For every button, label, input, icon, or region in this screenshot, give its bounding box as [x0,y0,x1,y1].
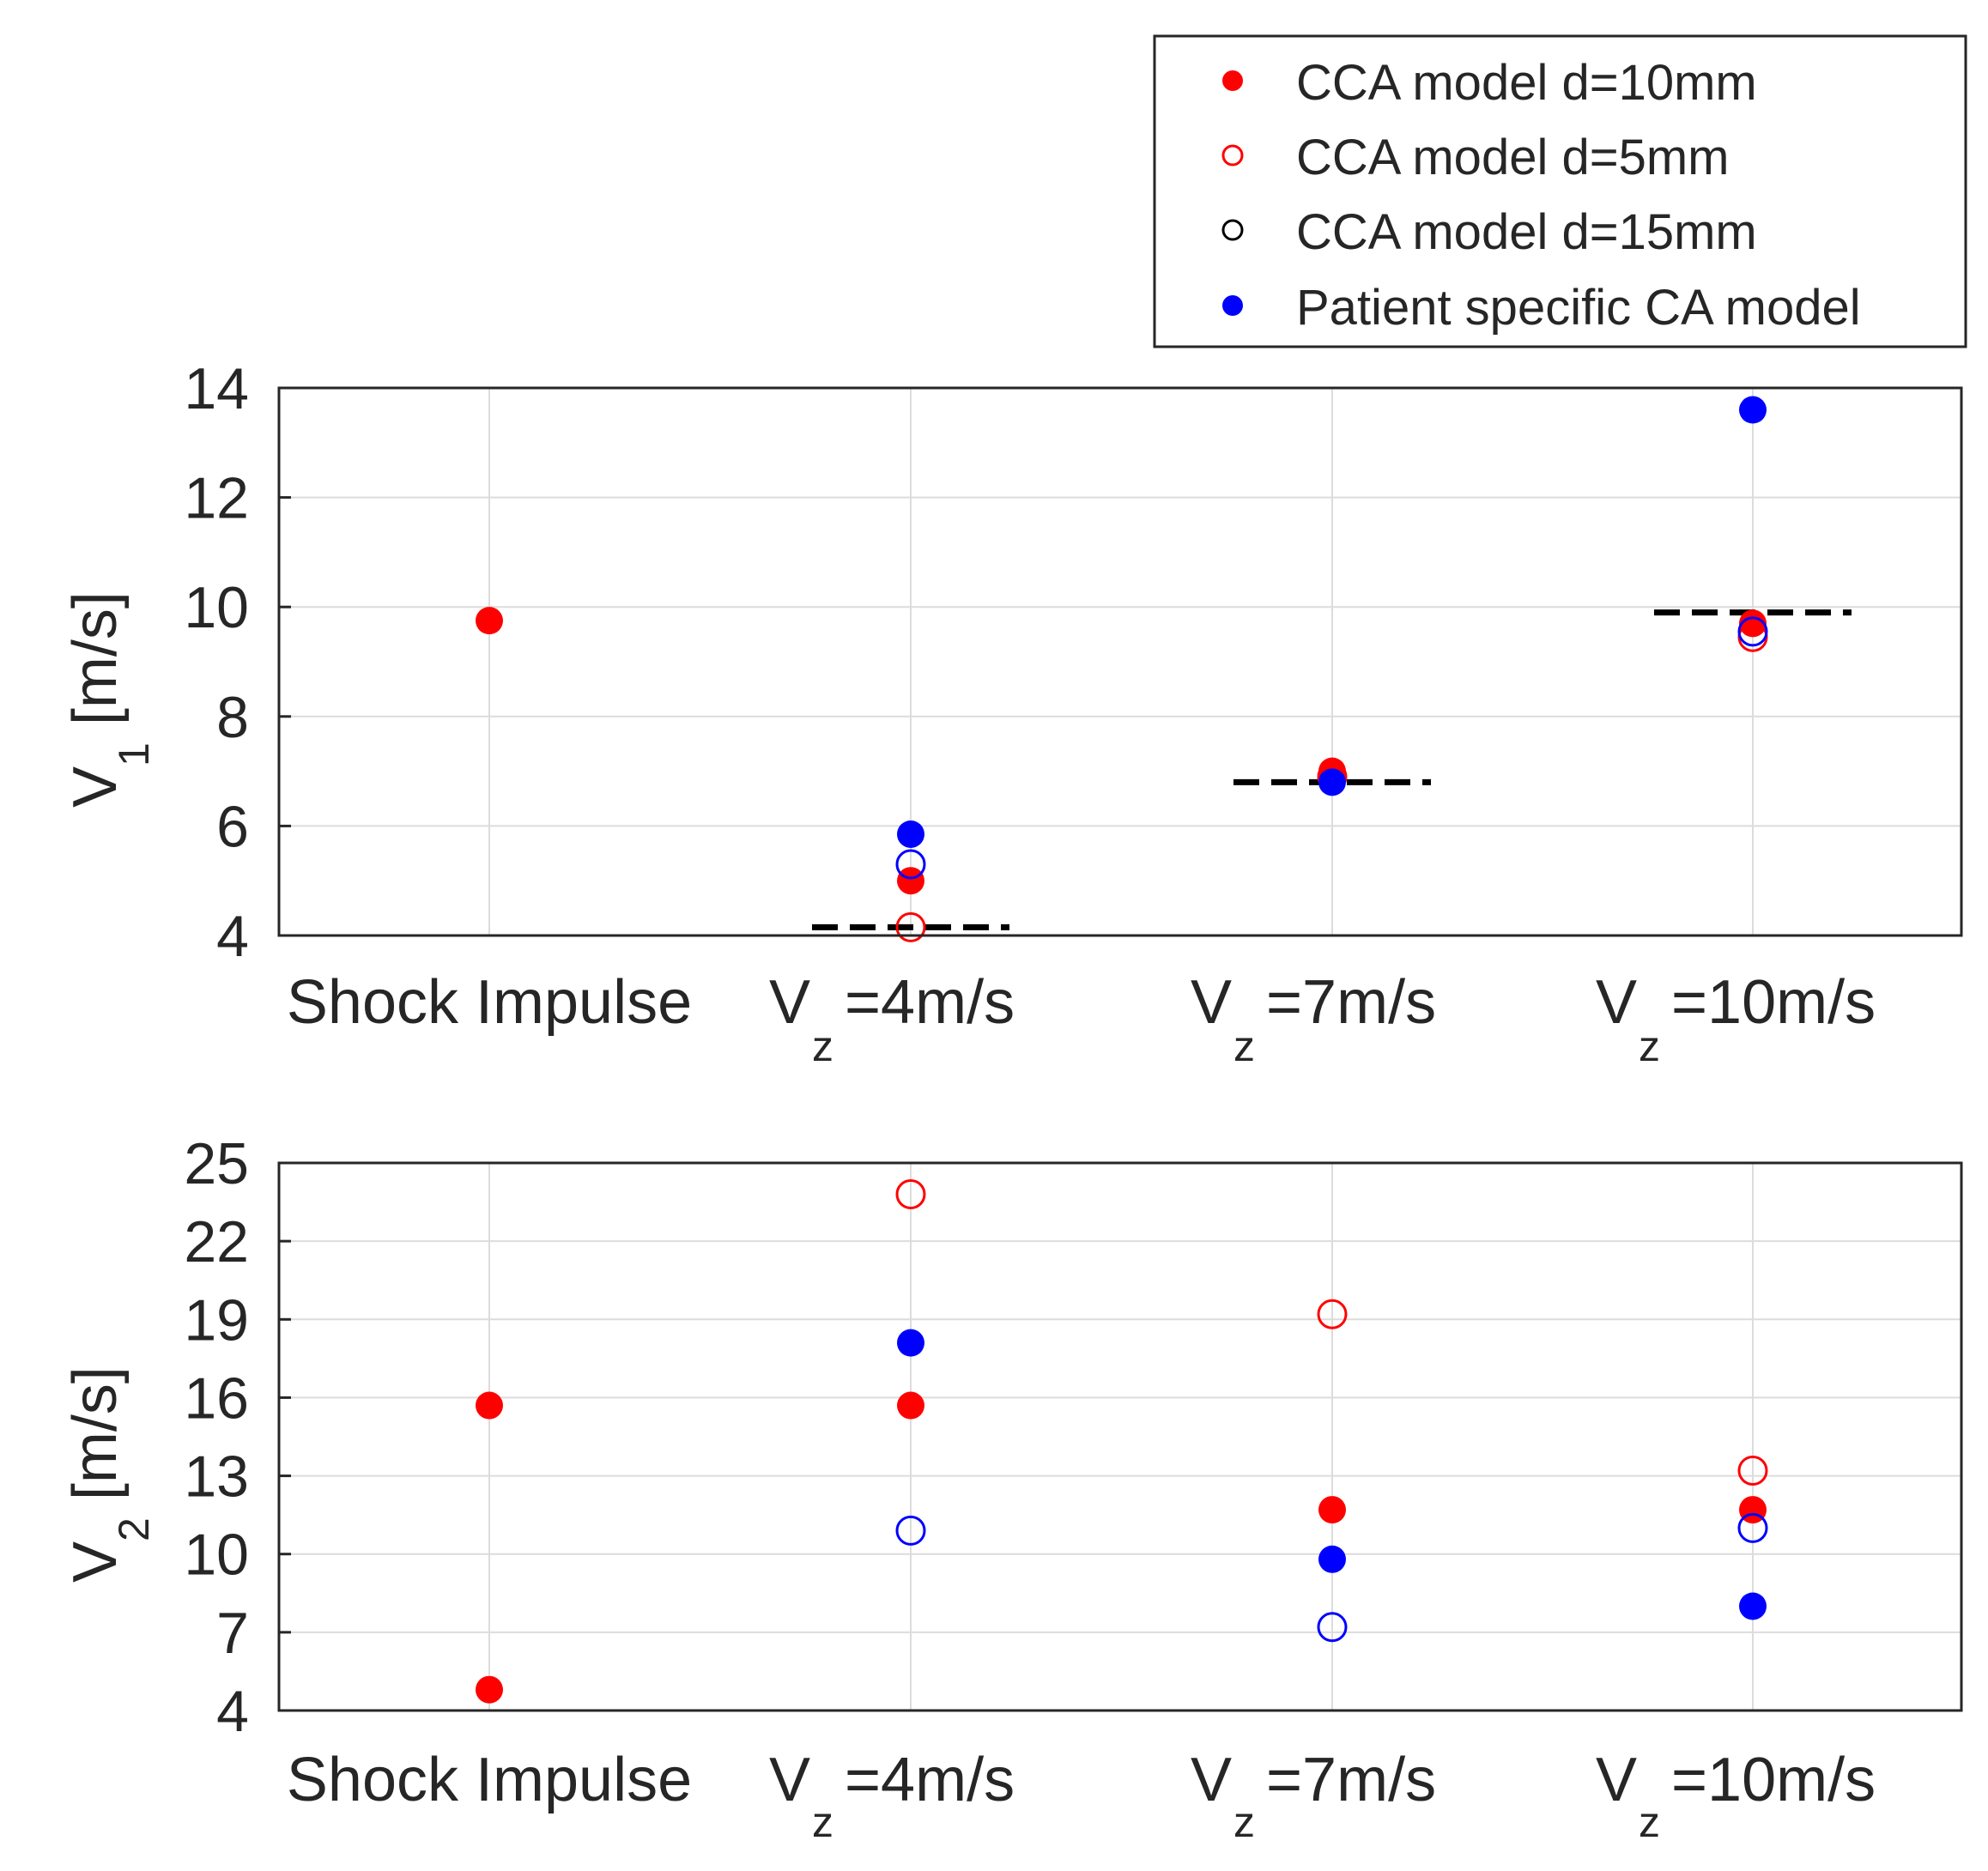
y-tick-label: 16 [184,1365,249,1431]
x-tick-labels-v2: Shock Impulse Vz=4m/s Vz=7m/s Vz=10m/s [287,1746,1876,1846]
data-point [1739,396,1767,424]
data-point [1737,616,1768,647]
y-tick-label: 6 [216,794,249,859]
x-tick-label-base: V [1596,968,1637,1037]
data-point [1317,1612,1348,1643]
legend-entry-2: CCA model d=5mm [1221,130,1729,185]
axes-frame-v2 [277,1161,1963,1712]
data-point [897,1391,924,1420]
x-tick-label: Vz=10m/s [1596,968,1876,1070]
data-point [897,820,924,848]
x-tick-label-rest: =10m/s [1671,968,1876,1037]
y-tick-label: 12 [184,466,249,531]
legend-label-1: CCA model d=10mm [1296,55,1757,111]
y-tick-label: 7 [216,1601,249,1666]
x-tick-label-rest: =10m/s [1671,1746,1876,1814]
x-tick-label-rest: =4m/s [845,1746,1015,1814]
legend-entry-4: Patient specific CA model [1222,280,1861,336]
data-point [895,849,926,880]
legend: CCA model d=10mm CCA model d=5mm CCA mod… [1153,34,1967,348]
data-point [476,607,503,635]
data-point [1317,1299,1348,1329]
markers-v1 [476,396,1768,942]
x-tick-label-rest: =4m/s [845,968,1015,1037]
legend-marker-2 [1221,144,1244,167]
data-point [897,867,924,895]
data-point [897,1329,924,1357]
x-tick-label: Shock Impulse [287,968,692,1037]
legend-marker-4 [1222,295,1243,316]
y-axis-label: V2 [m/s] [61,1366,158,1583]
x-tick-label-subscript: z [1639,1022,1660,1070]
x-tick-label-subscript: z [812,1798,833,1846]
data-point [895,1515,926,1546]
y-tick-labels-v1: 4 6 8 10 12 14 [184,356,291,969]
y-tick-labels-v2: 4 7 10 13 16 19 22 25 [184,1131,291,1744]
y-tick-label: 8 [216,685,249,750]
legend-marker-3 [1221,219,1244,241]
x-tick-label: Vz=4m/s [769,1746,1015,1846]
y-axis-label: V1 [m/s] [61,591,158,808]
x-tick-label-subscript: z [812,1022,833,1070]
y-tick-label: 4 [216,1679,249,1744]
data-point [1737,1512,1768,1543]
data-point [1318,1545,1346,1573]
legend-box [1153,34,1967,348]
data-point [476,1391,503,1420]
axes-frame-v1 [277,386,1963,937]
x-tick-label-subscript: z [1233,1022,1255,1070]
data-point [1737,1455,1768,1486]
x-tick-label: Vz=7m/s [1191,1746,1436,1846]
x-tick-label-base: V [1191,968,1232,1037]
legend-entry-1: CCA model d=10mm [1222,55,1757,111]
x-tick-label-rest: =7m/s [1266,1746,1436,1814]
x-tick-label-base: V [769,968,810,1037]
legend-label-2: CCA model d=5mm [1296,130,1729,185]
x-tick-label: Vz=7m/s [1191,968,1436,1070]
markers-v2 [476,1178,1768,1704]
data-point [895,1178,926,1209]
x-tick-label: Shock Impulse [287,1746,692,1814]
data-point [476,1675,503,1704]
x-tick-label-subscript: z [1233,1798,1255,1846]
data-point [1318,768,1346,796]
y-tick-label: 19 [184,1287,249,1353]
y-tick-label: 4 [216,904,249,969]
y-tick-label: 13 [184,1444,249,1510]
y-tick-label: 25 [184,1131,249,1196]
legend-label-3: CCA model d=15mm [1296,204,1757,260]
y-tick-label: 14 [184,356,249,421]
legend-label-4: Patient specific CA model [1296,280,1861,336]
x-tick-label: Vz=4m/s [769,968,1015,1070]
y-tick-label: 22 [184,1209,249,1275]
plot-area-v1 [279,388,1961,936]
x-tick-label-base: V [1596,1746,1637,1814]
data-point [1739,1592,1767,1620]
y-tick-label: 10 [184,1523,249,1588]
plot-area-v2 [279,1163,1961,1711]
data-point [895,911,926,942]
x-tick-label-rest: =7m/s [1266,968,1436,1037]
data-point [1318,1496,1346,1524]
y-tick-label: 10 [184,575,249,640]
x-tick-label: Vz=10m/s [1596,1746,1876,1846]
x-tick-label-base: V [1191,1746,1232,1814]
y-axis-label-v1: V1 [m/s] [61,591,158,808]
legend-marker-1 [1222,70,1243,91]
y-axis-label-v2: V2 [m/s] [61,1366,158,1583]
x-tick-label-subscript: z [1639,1798,1660,1846]
x-tick-label-base: V [769,1746,810,1814]
legend-entry-3: CCA model d=15mm [1221,204,1757,260]
x-tick-labels-v1: Shock Impulse Vz=4m/s Vz=7m/s Vz=10m/s [287,968,1876,1070]
